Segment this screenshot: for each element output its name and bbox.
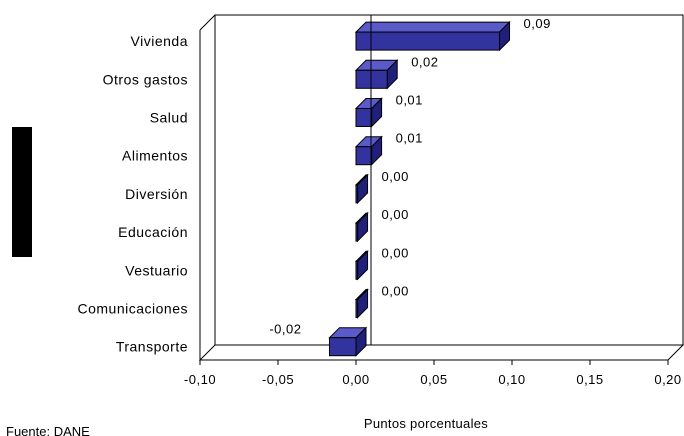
left-wall-top-edge — [199, 14, 216, 31]
data-label: 0,01 — [396, 93, 423, 108]
bar-top-face — [354, 21, 511, 33]
bar — [354, 250, 369, 281]
back-wall — [214, 14, 684, 346]
bar — [328, 326, 368, 357]
x-tick-label: 0,15 — [576, 372, 603, 387]
category-label: Comunicaciones — [78, 301, 189, 317]
plot-frame — [198, 14, 684, 361]
x-tick-label: 0,20 — [654, 372, 681, 387]
category-label: Alimentos — [122, 148, 188, 164]
bar — [354, 97, 383, 128]
left-black-bar — [12, 127, 32, 257]
source-note: Fuente: DANE — [6, 424, 90, 436]
data-label: 0,01 — [396, 131, 423, 146]
bar — [354, 135, 383, 166]
bar-front-face — [328, 337, 357, 357]
data-label: 0,02 — [411, 54, 438, 69]
bar-front-face — [355, 299, 359, 318]
x-tick-label: 0,00 — [342, 372, 369, 387]
data-label: 0,00 — [382, 207, 409, 222]
category-label: Vivienda — [131, 33, 188, 49]
bar — [354, 288, 369, 319]
bar-front-face — [355, 31, 501, 51]
category-label: Salud — [150, 110, 188, 126]
category-label: Educación — [118, 224, 188, 240]
floor — [198, 344, 684, 361]
category-label: Diversión — [125, 186, 188, 202]
category-label: Otros gastos — [103, 71, 188, 87]
bar-front-face — [355, 108, 373, 127]
bar — [354, 20, 511, 52]
category-label: Transporte — [116, 339, 188, 355]
x-tick-label: 0,10 — [498, 372, 525, 387]
x-tick-label: -0,10 — [184, 372, 216, 387]
bar-front-face — [355, 222, 359, 242]
data-label: 0,00 — [382, 169, 409, 184]
data-label: 0,00 — [382, 284, 409, 299]
data-label: 0,00 — [382, 245, 409, 260]
category-label: Vestuario — [125, 262, 188, 278]
data-label: 0,09 — [524, 16, 551, 31]
bar-front-face — [355, 184, 359, 204]
x-axis-title: Puntos porcentuales — [364, 416, 488, 431]
x-tick-label: -0,05 — [262, 372, 294, 387]
bar-front-face — [355, 260, 359, 280]
data-label: -0,02 — [269, 322, 301, 337]
x-tick-label: 0,05 — [420, 372, 447, 387]
bar-front-face — [355, 146, 373, 166]
bar — [354, 59, 399, 90]
bar-front-face — [355, 69, 388, 89]
bar — [354, 211, 369, 243]
bar — [354, 173, 369, 205]
